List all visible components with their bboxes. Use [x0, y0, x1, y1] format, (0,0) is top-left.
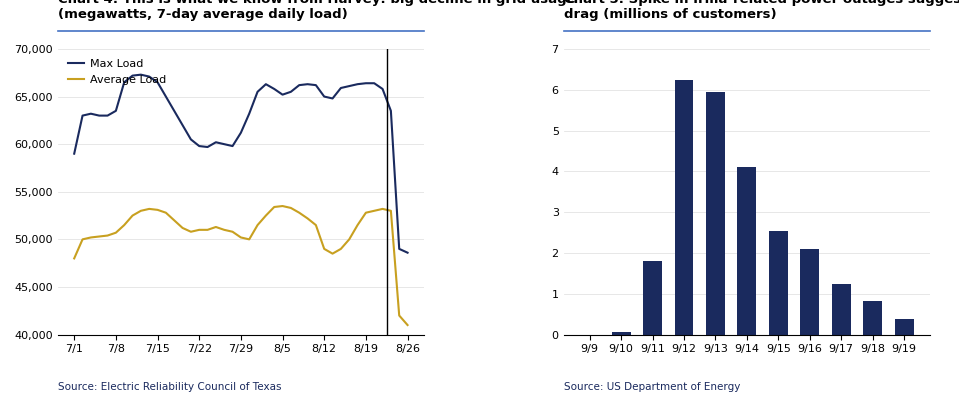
- Average Load: [252, 223, 264, 228]
- Max Load: [102, 113, 113, 118]
- Bar: [895, 319, 914, 335]
- Max Load: [235, 130, 246, 135]
- Text: Chart 4: This is what we know from Harvey: big decline in grid usage
(megawatts,: Chart 4: This is what we know from Harve…: [58, 0, 575, 21]
- Average Load: [119, 223, 130, 228]
- Average Load: [260, 213, 271, 218]
- Max Load: [244, 111, 255, 116]
- Average Load: [277, 204, 289, 208]
- Max Load: [260, 82, 271, 86]
- Average Load: [361, 210, 372, 215]
- Text: Source: Electric Reliability Council of Texas: Source: Electric Reliability Council of …: [58, 381, 281, 392]
- Average Load: [135, 208, 147, 213]
- Max Load: [194, 144, 205, 149]
- Average Load: [226, 229, 238, 234]
- Bar: [801, 249, 819, 335]
- Text: Chart 5: Spike in Irma-related power outages suggest additional utilities
drag (: Chart 5: Spike in Irma-related power out…: [564, 0, 959, 21]
- Max Load: [219, 142, 230, 146]
- Average Load: [169, 218, 180, 223]
- Bar: [737, 167, 757, 335]
- Average Load: [293, 210, 305, 215]
- Max Load: [327, 96, 339, 101]
- Line: Average Load: Average Load: [74, 206, 408, 325]
- Average Load: [152, 207, 163, 212]
- Bar: [863, 301, 882, 335]
- Average Load: [77, 237, 88, 242]
- Average Load: [377, 206, 388, 211]
- Average Load: [402, 323, 413, 328]
- Average Load: [285, 206, 296, 211]
- Max Load: [269, 86, 280, 91]
- Average Load: [310, 223, 321, 228]
- Max Load: [119, 80, 130, 85]
- Average Load: [244, 237, 255, 242]
- Max Load: [402, 250, 413, 255]
- Max Load: [293, 83, 305, 88]
- Max Load: [77, 113, 88, 118]
- Average Load: [343, 237, 355, 242]
- Bar: [831, 284, 851, 335]
- Average Load: [93, 234, 105, 239]
- Average Load: [318, 246, 330, 251]
- Average Load: [269, 204, 280, 209]
- Max Load: [386, 109, 397, 113]
- Average Load: [335, 246, 346, 251]
- Max Load: [135, 72, 147, 77]
- Bar: [612, 332, 630, 335]
- Max Load: [160, 94, 172, 99]
- Average Load: [194, 227, 205, 232]
- Legend: Max Load, Average Load: Max Load, Average Load: [63, 55, 171, 89]
- Max Load: [393, 246, 405, 251]
- Text: Source: US Department of Energy: Source: US Department of Energy: [564, 381, 740, 392]
- Average Load: [127, 213, 138, 218]
- Max Load: [343, 84, 355, 89]
- Average Load: [201, 227, 213, 232]
- Average Load: [393, 313, 405, 318]
- Max Load: [285, 89, 296, 94]
- Max Load: [127, 73, 138, 78]
- Average Load: [176, 226, 188, 231]
- Max Load: [93, 113, 105, 118]
- Average Load: [235, 235, 246, 240]
- Max Load: [201, 144, 213, 149]
- Average Load: [368, 208, 380, 213]
- Average Load: [185, 229, 197, 234]
- Average Load: [102, 233, 113, 238]
- Bar: [643, 261, 662, 335]
- Average Load: [386, 208, 397, 213]
- Average Load: [110, 230, 122, 235]
- Max Load: [302, 82, 314, 86]
- Max Load: [361, 81, 372, 86]
- Max Load: [176, 123, 188, 128]
- Average Load: [85, 235, 97, 240]
- Average Load: [160, 210, 172, 215]
- Average Load: [144, 206, 155, 211]
- Max Load: [144, 74, 155, 79]
- Average Load: [210, 224, 222, 229]
- Max Load: [277, 92, 289, 97]
- Bar: [674, 80, 693, 335]
- Max Load: [226, 144, 238, 149]
- Max Load: [185, 137, 197, 142]
- Max Load: [252, 89, 264, 94]
- Bar: [706, 92, 725, 335]
- Max Load: [152, 80, 163, 85]
- Max Load: [110, 109, 122, 113]
- Max Load: [85, 111, 97, 116]
- Average Load: [68, 256, 80, 261]
- Max Load: [377, 86, 388, 91]
- Max Load: [68, 151, 80, 156]
- Max Load: [352, 82, 363, 86]
- Max Load: [368, 81, 380, 86]
- Max Load: [210, 140, 222, 145]
- Max Load: [310, 83, 321, 88]
- Max Load: [335, 86, 346, 91]
- Max Load: [318, 94, 330, 99]
- Bar: [769, 231, 787, 335]
- Line: Max Load: Max Load: [74, 75, 408, 253]
- Max Load: [169, 109, 180, 113]
- Average Load: [302, 216, 314, 221]
- Average Load: [219, 227, 230, 232]
- Average Load: [352, 223, 363, 228]
- Average Load: [327, 251, 339, 256]
